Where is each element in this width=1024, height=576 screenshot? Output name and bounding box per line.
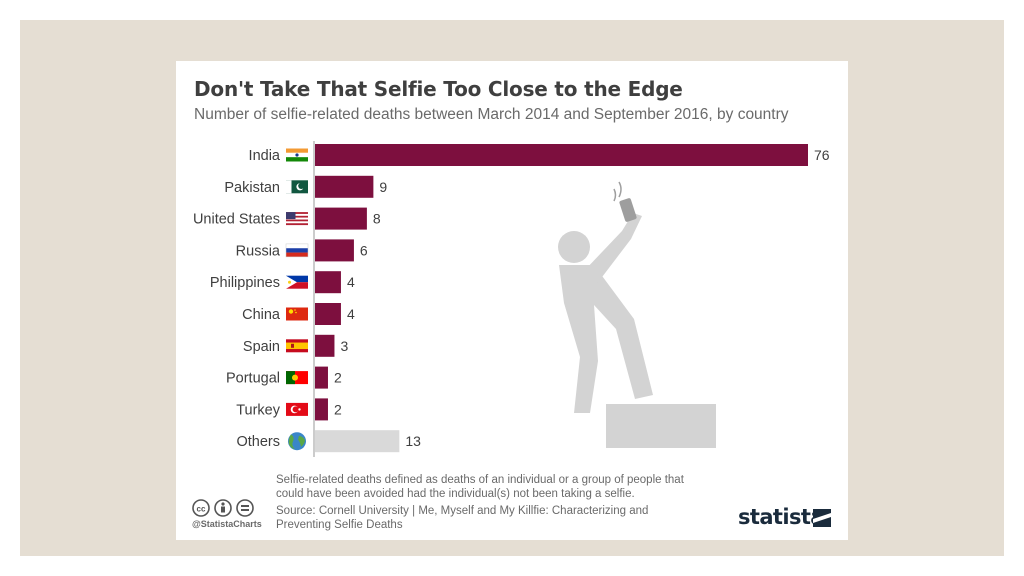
bar-others [315, 430, 400, 453]
bar-pakistan [315, 175, 374, 198]
attribution-icon [214, 499, 232, 517]
portugal-flag-icon [286, 371, 308, 385]
value-label: 9 [379, 179, 387, 195]
value-label: 2 [334, 401, 342, 417]
statista-handle: @StatistaCharts [192, 519, 262, 529]
bar-chart: India 76 Pakistan 9 United States 8 Russia 6 Phi… [193, 141, 830, 457]
bar-spain [315, 334, 335, 357]
category-label: Portugal [226, 371, 280, 387]
license-icons: cc [192, 499, 254, 517]
bar-portugal [315, 366, 328, 389]
usa-flag-icon [286, 212, 308, 226]
phone [619, 198, 637, 222]
turkey-flag-icon [286, 402, 308, 416]
figure-body [559, 265, 653, 413]
chart-card: Don't Take That Selfie Too Close to the … [176, 61, 848, 540]
figure-head [558, 231, 590, 263]
category-label: India [249, 148, 281, 164]
value-label: 8 [373, 211, 381, 227]
statista-logo-icon [813, 509, 831, 527]
pakistan-flag-icon [286, 180, 308, 194]
bar-india [315, 144, 808, 166]
value-label: 76 [814, 147, 830, 163]
value-label: 3 [340, 338, 348, 354]
no-derivatives-icon [236, 499, 254, 517]
bar-philippines [315, 271, 341, 294]
philippines-flag-icon [286, 275, 308, 289]
statista-logo-text: statista [738, 505, 824, 529]
chart-title: Don't Take That Selfie Too Close to the … [194, 77, 683, 101]
bar-china [315, 303, 341, 325]
value-label: 4 [347, 306, 355, 322]
chart-subtitle: Number of selfie-related deaths between … [194, 106, 789, 123]
category-label: Others [236, 434, 280, 450]
category-label: Spain [243, 339, 280, 355]
globe-icon [288, 432, 306, 451]
bar-turkey [315, 398, 328, 421]
footnote: Selfie-related deaths defined as deaths … [276, 474, 684, 500]
category-label: Pakistan [224, 180, 280, 196]
russia-flag-icon [285, 243, 309, 258]
category-label: Turkey [236, 402, 281, 418]
selfie-figure-icon [558, 181, 716, 448]
category-label: United States [193, 212, 280, 228]
spain-flag-icon [286, 339, 308, 353]
value-label: 2 [334, 370, 342, 386]
value-label: 4 [347, 274, 355, 290]
source-note: Source: Cornell University | Me, Myself … [276, 505, 649, 531]
figure-arm [584, 213, 642, 285]
india-flag-icon [286, 148, 308, 162]
svg-text:cc: cc [197, 505, 206, 514]
category-label: Philippines [210, 275, 280, 291]
china-flag-icon [286, 307, 308, 321]
cc-icon: cc [192, 499, 210, 517]
value-label: 6 [360, 242, 368, 258]
ledge-step [606, 405, 716, 448]
bar-united-states [315, 207, 367, 230]
category-label: Russia [236, 243, 281, 259]
value-label: 13 [405, 433, 421, 449]
bar-russia [315, 239, 354, 262]
category-label: China [242, 307, 281, 323]
